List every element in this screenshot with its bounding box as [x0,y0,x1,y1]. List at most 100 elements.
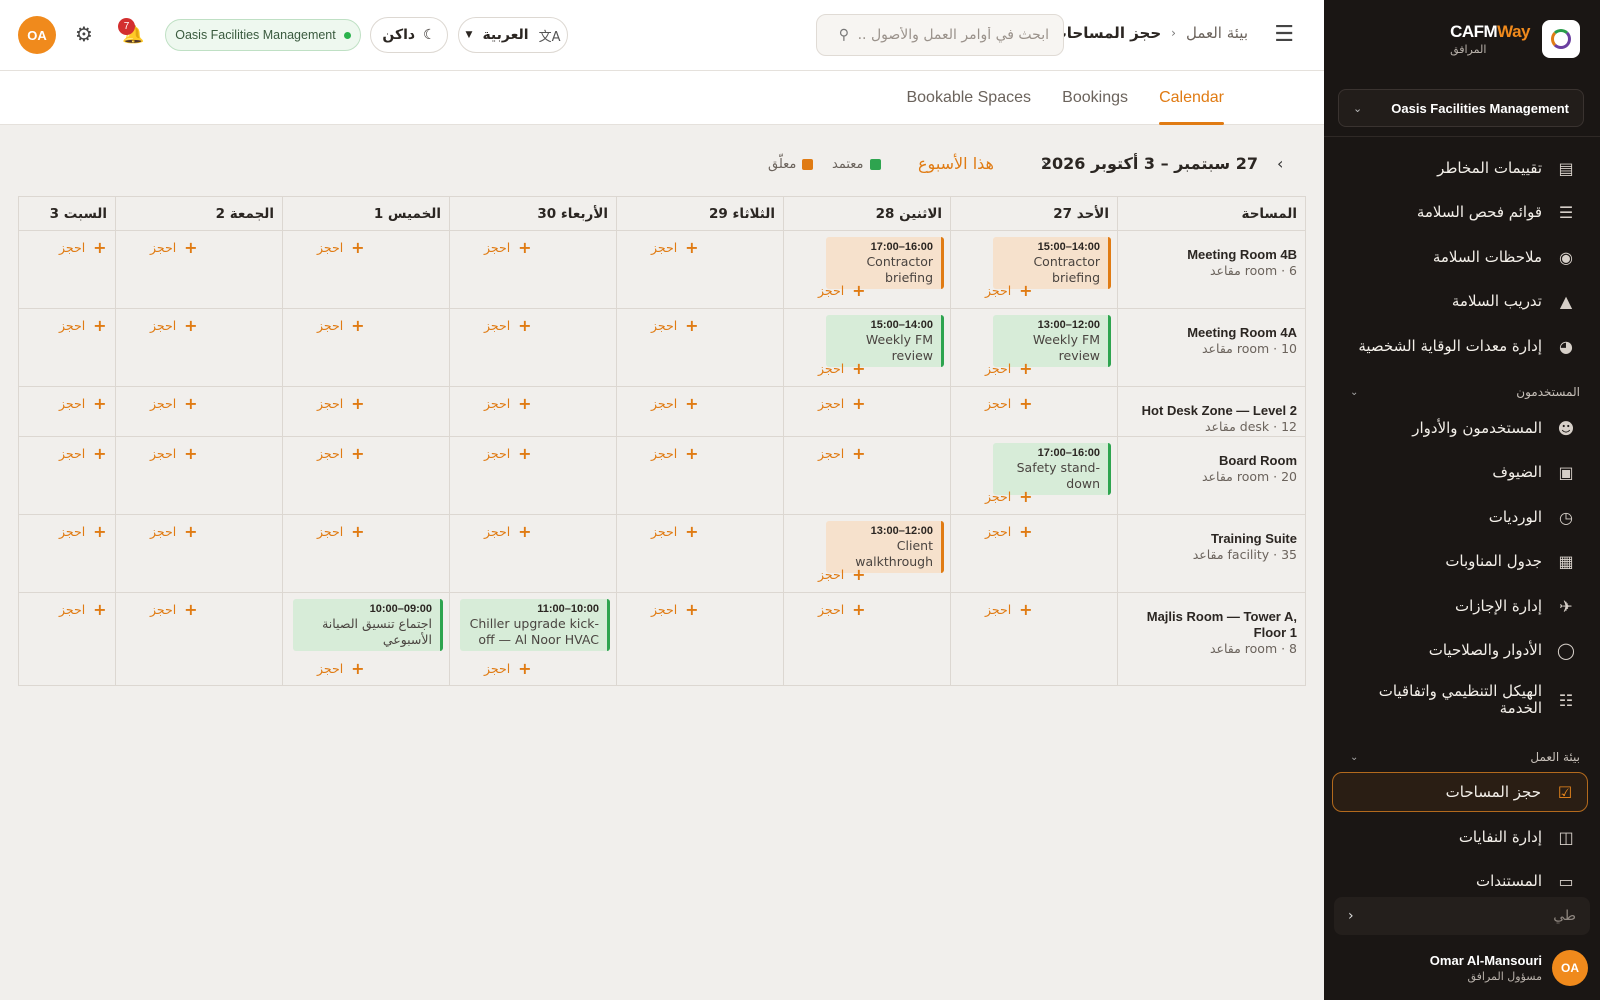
search-box[interactable]: ⚲ [816,14,1064,56]
sidebar-section-header[interactable]: بيئة العمل ⌄ [1332,747,1588,767]
sidebar-item-label: تدريب السلامة [1451,291,1542,310]
tab-bookable-spaces[interactable]: Bookable Spaces [906,89,1031,106]
book-slot-button[interactable]: + احجز [484,523,532,539]
book-slot-label: احجز [651,240,678,255]
book-slot-button[interactable]: + احجز [651,601,699,617]
book-slot-button[interactable]: + احجز [150,601,198,617]
book-slot-button[interactable]: + احجز [59,393,107,413]
book-slot-label: احجز [317,318,344,333]
previous-week-button[interactable]: ‹ [1042,154,1049,173]
tab-bookings[interactable]: Bookings [1062,89,1128,106]
sidebar-item[interactable]: ◷ الورديات [1332,497,1588,537]
book-slot-button[interactable]: + احجز [985,282,1033,298]
book-slot-button[interactable]: + احجز [317,395,365,411]
book-slot-button[interactable]: + احجز [150,239,198,255]
book-slot-button[interactable]: + احجز [317,660,365,676]
booking-block[interactable]: 09:00–10:00 اجتماع تنسيق الصيانة الأسبوعي [293,599,443,651]
book-slot-button[interactable]: + احجز [317,317,365,333]
book-slot-button[interactable]: + احجز [985,488,1033,504]
book-slot-button[interactable]: + احجز [818,601,866,617]
book-slot-button[interactable]: + احجز [985,523,1033,539]
breadcrumb-root[interactable]: بيئة العمل [1185,24,1248,42]
booking-block[interactable]: 14:00–15:00 Weekly FM review [826,315,944,367]
book-slot-button[interactable]: + احجز [59,601,107,617]
sidebar-item[interactable]: ☻ المستخدمون والأدوار [1332,408,1588,448]
sidebar-item[interactable]: ▲ تدريب السلامة [1332,281,1588,321]
plus-icon: + [93,393,107,413]
brand[interactable]: CAFMWay المرافق [1450,20,1580,58]
day-cell: 14:00–15:00 Contractor briefing + احجز [950,231,1117,308]
user-profile[interactable]: OA Omar Al-Mansouri مسؤول المرافق [1430,950,1588,986]
book-slot-button[interactable]: + احجز [818,282,866,298]
sidebar-item[interactable]: ▤ تقييمات المخاطر [1332,148,1588,188]
book-slot-button[interactable]: + احجز [484,317,532,333]
book-slot-label: احجز [59,446,86,461]
book-slot-button[interactable]: + احجز [317,445,365,461]
book-slot-button[interactable]: + احجز [150,317,198,333]
book-slot-button[interactable]: + احجز [484,395,532,411]
sidebar-item[interactable]: ☑ حجز المساحات [1332,772,1588,812]
sidebar-item[interactable]: ▦ جدول المناوبات [1332,541,1588,581]
menu-icon[interactable]: ☰ [1274,22,1294,47]
book-slot-button[interactable]: + احجز [651,523,699,539]
next-week-button[interactable]: › [1277,154,1284,173]
book-slot-button[interactable]: + احجز [651,317,699,333]
book-slot-label: احجز [818,283,845,298]
book-slot-button[interactable]: + احجز [59,523,107,539]
sidebar-item[interactable]: ☷ الهيكل التنظيمي واتفاقيات الخدمة [1332,675,1588,725]
book-slot-button[interactable]: + احجز [59,239,107,255]
top-header: ☰ بيئة العمل ‹ حجز المساحات ⚲ 文A العربية… [0,0,1324,71]
sidebar-section-label: المستخدمون [1516,385,1580,399]
booking-time: 16:00–17:00 [870,241,933,253]
book-slot-button[interactable]: + احجز [150,445,198,461]
book-slot-button[interactable]: + احجز [59,317,107,333]
theme-toggle[interactable]: ☾ داكن [370,17,448,53]
book-slot-button[interactable]: + احجز [818,395,866,411]
booking-block[interactable]: 10:00–11:00 Chiller upgrade kick-off — Al… [460,599,610,651]
book-slot-button[interactable]: + احجز [651,395,699,411]
avatar[interactable]: OA [18,16,56,54]
book-slot-button[interactable]: + احجز [651,239,699,255]
book-slot-button[interactable]: + احجز [818,566,866,582]
sidebar-section-header[interactable]: المستخدمون ⌄ [1332,382,1588,402]
book-slot-button[interactable]: + احجز [818,445,866,461]
book-slot-button[interactable]: + احجز [59,445,107,461]
sidebar-item[interactable]: ▣ الضيوف [1332,452,1588,492]
book-slot-label: احجز [59,240,86,255]
book-slot-button[interactable]: + احجز [484,239,532,255]
sidebar-item[interactable]: ◫ إدارة النفايات [1332,817,1588,857]
book-slot-button[interactable]: + احجز [985,360,1033,376]
book-slot-button[interactable]: + احجز [484,660,532,676]
book-slot-button[interactable]: + احجز [317,239,365,255]
sidebar-item[interactable]: ◕ إدارة معدات الوقاية الشخصية [1332,326,1588,366]
collapse-sidebar-button[interactable]: طي ‹ [1334,897,1590,935]
book-slot-button[interactable]: + احجز [985,601,1033,617]
book-slot-button[interactable]: + احجز [150,523,198,539]
booking-block[interactable]: 16:00–17:00 Safety stand-down [993,443,1111,495]
sidebar-item[interactable]: ▭ المستندات [1332,861,1588,901]
column-header: المساحة [1117,197,1305,230]
space-cell: Hot Desk Zone — Level 2 12 · desk مقاعد [1117,387,1305,436]
sidebar-item[interactable]: ◉ ملاحظات السلامة [1332,237,1588,277]
space-capacity: 12 · desk مقاعد [1204,419,1297,434]
search-input[interactable] [859,27,1049,43]
book-slot-button[interactable]: + احجز [150,395,198,411]
book-slot-button[interactable]: + احجز [651,445,699,461]
gear-icon[interactable]: ⚙ [75,22,93,46]
booking-block[interactable]: 12:00–13:00 Weekly FM review [993,315,1111,367]
booking-block[interactable]: 16:00–17:00 Contractor briefing [826,237,944,289]
tab-calendar[interactable]: Calendar [1159,71,1224,125]
book-slot-button[interactable]: + احجز [317,523,365,539]
booking-block[interactable]: 12:00–13:00 Client walkthrough [826,521,944,573]
org-selector[interactable]: Oasis Facilities Management ⌄ [1338,89,1584,127]
sidebar-item[interactable]: ◯ الأدوار والصلاحيات [1332,630,1588,670]
sidebar-item[interactable]: ☰ قوائم فحص السلامة [1332,192,1588,232]
book-slot-button[interactable]: + احجز [985,395,1033,411]
day-cell: + احجز [115,309,282,386]
book-slot-button[interactable]: + احجز [818,360,866,376]
language-selector[interactable]: 文A العربية ▼ [458,17,568,53]
book-slot-button[interactable]: + احجز [484,445,532,461]
booking-block[interactable]: 14:00–15:00 Contractor briefing [993,237,1111,289]
sidebar-item[interactable]: ✈ إدارة الإجازات [1332,586,1588,626]
this-week-button[interactable]: هذا الأسبوع [918,154,994,173]
